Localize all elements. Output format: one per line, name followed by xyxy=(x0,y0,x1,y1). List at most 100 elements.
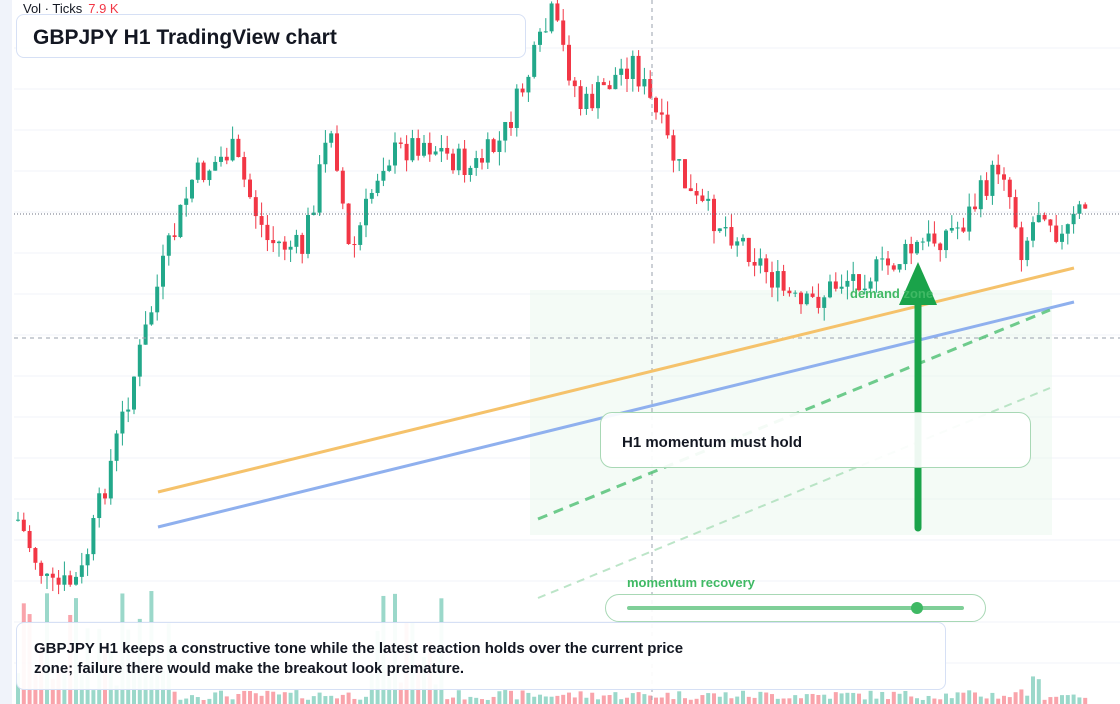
volume-bar xyxy=(549,696,554,704)
candle-body xyxy=(1065,224,1070,234)
candle-body xyxy=(717,228,722,232)
volume-bar xyxy=(1036,679,1041,704)
candle-body xyxy=(97,493,102,519)
volume-bar xyxy=(532,696,537,704)
candle-body xyxy=(340,170,345,204)
candle-body xyxy=(630,55,635,79)
volume-bar xyxy=(201,699,206,704)
volume-bar xyxy=(706,693,711,704)
candle-body xyxy=(178,204,183,238)
candle-body xyxy=(526,76,531,93)
candle-body xyxy=(480,158,484,163)
candle-body xyxy=(195,162,200,180)
volume-bar xyxy=(1025,695,1030,704)
volume-bar xyxy=(584,697,589,704)
chart-title: GBPJPY H1 TradingView chart xyxy=(33,26,337,49)
candle-body xyxy=(398,142,403,144)
volume-bar xyxy=(752,697,757,704)
candle-body xyxy=(996,164,1001,175)
volume-bar xyxy=(822,694,827,704)
volume-bar xyxy=(178,699,183,704)
candle-body xyxy=(137,344,142,377)
candle-body xyxy=(207,170,212,181)
candle-body xyxy=(45,573,49,576)
volume-bar xyxy=(282,692,287,704)
candle-body xyxy=(514,88,519,128)
candle-body xyxy=(683,159,687,189)
candle-body xyxy=(694,191,699,196)
candle-body xyxy=(677,159,682,161)
candle-body xyxy=(1025,240,1030,261)
candle-body xyxy=(949,227,954,231)
candle-body xyxy=(868,281,873,289)
volume-bar xyxy=(944,693,948,704)
volume-bar xyxy=(787,698,792,704)
momentum-slider-track xyxy=(627,606,964,610)
volume-bar xyxy=(955,692,960,704)
candle-body xyxy=(984,180,989,196)
candle-body xyxy=(439,147,444,152)
analysis-note-text: GBPJPY H1 keeps a constructive tone whil… xyxy=(34,640,684,677)
candle-body xyxy=(190,179,194,199)
candle-body xyxy=(242,157,247,180)
volume-bar xyxy=(1065,695,1070,704)
volume-bar xyxy=(480,699,484,704)
candle-body xyxy=(729,227,734,246)
candle-body xyxy=(903,243,908,265)
volume-bar xyxy=(897,693,902,704)
candle-body xyxy=(404,143,409,161)
volume-bar xyxy=(340,694,345,704)
candle-body xyxy=(775,271,780,288)
volume-bar xyxy=(195,697,200,704)
candle-body xyxy=(787,290,792,294)
candle-body xyxy=(543,31,548,33)
candle-body xyxy=(961,227,966,232)
candle-body xyxy=(1077,204,1082,214)
candle-body xyxy=(387,165,392,171)
volume-bar xyxy=(114,685,119,704)
candle-body xyxy=(938,243,943,251)
candle-body xyxy=(126,409,131,412)
candle-body xyxy=(764,258,769,273)
candle-body xyxy=(282,241,287,250)
momentum-slider[interactable] xyxy=(605,594,986,622)
volume-bar xyxy=(665,692,670,704)
volume-bar xyxy=(294,690,299,704)
momentum-slider-knob[interactable] xyxy=(910,602,923,614)
candle-body xyxy=(944,230,948,251)
candle-body xyxy=(810,293,815,297)
volume-bar xyxy=(387,676,392,704)
volume-bar xyxy=(990,692,995,704)
candle-body xyxy=(746,237,751,262)
candle-body xyxy=(665,114,670,136)
volume-bar xyxy=(717,696,722,704)
callout-text: H1 momentum must hold xyxy=(622,434,803,451)
candle-body xyxy=(155,286,160,313)
volume-bar xyxy=(862,699,867,704)
volume-bar xyxy=(317,692,322,704)
candle-body xyxy=(967,206,972,232)
volume-bar xyxy=(468,696,473,704)
candle-body xyxy=(845,280,850,287)
volume-bar xyxy=(456,690,461,704)
candle-body xyxy=(857,274,861,291)
volume-bar xyxy=(91,690,96,704)
candle-body xyxy=(880,258,885,260)
volume-bar xyxy=(555,695,560,704)
volume-bar xyxy=(659,697,664,704)
volume-bar xyxy=(335,698,339,704)
candle-body xyxy=(596,82,600,109)
candle-body xyxy=(590,93,595,109)
candle-body xyxy=(1019,227,1024,261)
candle-body xyxy=(224,156,229,161)
candle-body xyxy=(259,216,264,225)
candle-body xyxy=(549,3,554,32)
volume-bar xyxy=(938,699,943,704)
volume-bar xyxy=(1042,699,1047,704)
volume-bar xyxy=(741,690,745,704)
volume-bar xyxy=(683,698,687,704)
momentum-callout[interactable]: H1 momentum must hold xyxy=(600,412,1031,468)
candle-body xyxy=(909,243,914,254)
volume-bar xyxy=(607,695,612,704)
candle-body xyxy=(39,562,44,576)
